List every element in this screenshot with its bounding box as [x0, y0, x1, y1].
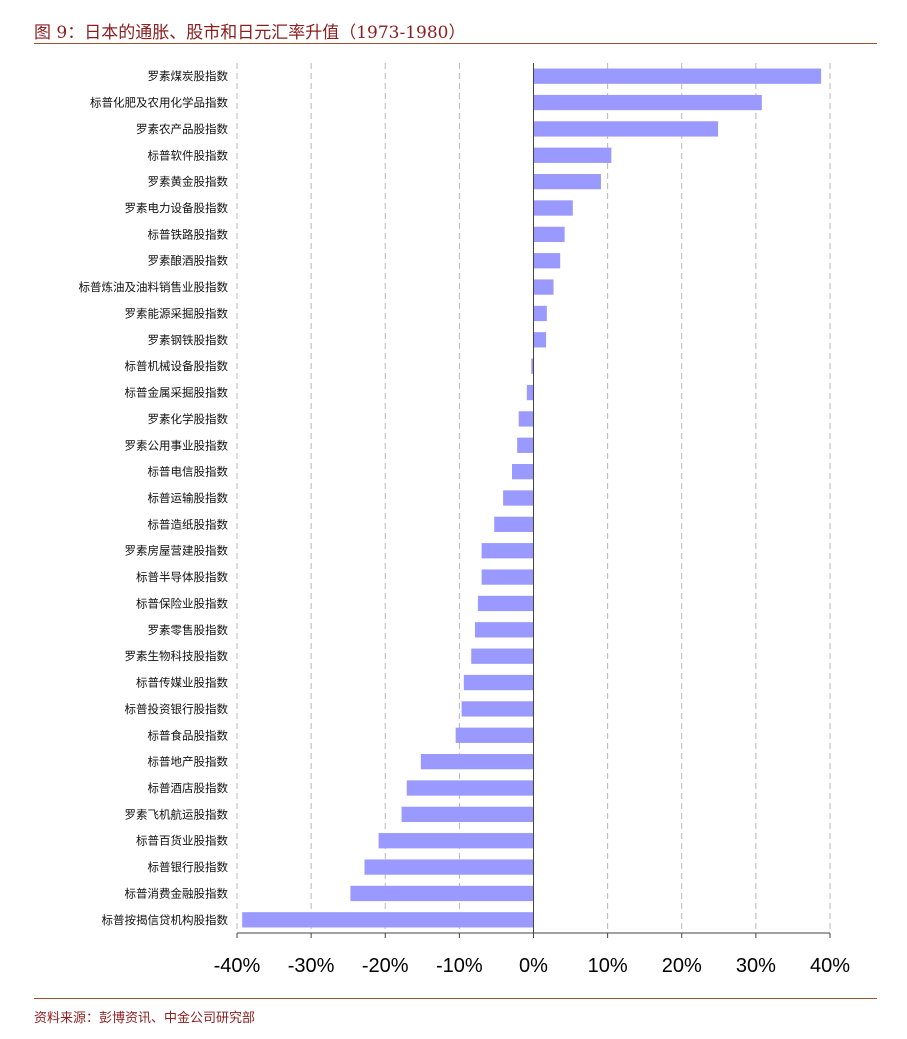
bar [461, 701, 534, 717]
bar-chart: 罗素煤炭股指数标普化肥及农用化学品指数罗素农产品股指数标普软件股指数罗素黄金股指… [79, 63, 851, 977]
bar [533, 305, 547, 322]
category-label: 标普炼油及油料销售业股指数 [79, 280, 229, 294]
bar [533, 173, 601, 190]
bar [533, 200, 573, 216]
gridlines [236, 63, 831, 933]
bar [364, 859, 534, 875]
bar [477, 595, 534, 612]
category-label: 标普电信股指数 [148, 465, 229, 479]
bar [455, 727, 534, 743]
bar [512, 463, 534, 480]
category-label: 罗素农产品股指数 [136, 122, 228, 136]
category-label: 标普百货业股指数 [136, 834, 228, 848]
x-tick-label: 10% [588, 955, 628, 977]
bar [533, 279, 554, 295]
bar [533, 332, 547, 348]
category-label: 标普酒店股指数 [148, 781, 229, 795]
bar [494, 516, 534, 533]
bar [401, 806, 534, 823]
bar [533, 121, 719, 137]
figure-title: 图 9：日本的通胀、股市和日元汇率升值（1973-1980） [34, 23, 466, 43]
category-label: 标普造纸股指数 [148, 517, 229, 531]
x-tick-label: 40% [810, 955, 850, 977]
category-label: 标普食品股指数 [148, 728, 229, 742]
category-label: 罗素能源采掘股指数 [125, 306, 229, 320]
source-note: 资料来源：彭博资讯、中金公司研究部 [34, 1011, 256, 1026]
bar [533, 253, 561, 269]
bar [533, 94, 762, 111]
category-label: 罗素房屋营建股指数 [125, 544, 229, 558]
category-label: 罗素公用事业股指数 [125, 438, 229, 452]
category-label: 罗素黄金股指数 [148, 175, 229, 189]
category-label: 标普运输股指数 [148, 491, 229, 505]
category-label: 罗素飞机航运股指数 [125, 807, 229, 821]
x-tick-label: -10% [436, 955, 483, 977]
bar [533, 68, 822, 84]
category-label: 标普地产股指数 [148, 755, 229, 769]
bar [518, 411, 534, 427]
bar [463, 674, 534, 691]
bar [503, 490, 534, 506]
bar [481, 569, 534, 585]
bar [526, 384, 534, 401]
x-tick-label: -40% [214, 955, 261, 977]
bar [474, 622, 534, 638]
category-label: 罗素钢铁股指数 [148, 333, 229, 347]
category-label: 标普保险业股指数 [136, 596, 228, 610]
bar [350, 885, 534, 902]
category-label: 罗素电力设备股指数 [125, 201, 229, 215]
category-label: 标普机械设备股指数 [125, 359, 229, 373]
category-label: 标普半导体股指数 [136, 570, 228, 584]
category-label: 标普传媒业股指数 [136, 676, 228, 690]
category-label: 标普投资银行股指数 [125, 702, 229, 716]
category-label: 标普消费金融股指数 [125, 886, 229, 900]
bar [517, 437, 534, 453]
category-label: 标普化肥及农用化学品指数 [90, 96, 228, 110]
x-tick-label: -20% [362, 955, 409, 977]
category-label: 罗素化学股指数 [148, 412, 229, 426]
x-axis [236, 63, 831, 938]
category-label: 标普银行股指数 [148, 860, 229, 874]
category-label: 罗素酿酒股指数 [148, 254, 229, 268]
bar [420, 753, 534, 770]
bar [242, 912, 534, 928]
bar [378, 833, 534, 849]
x-tick-labels: -40% -30% -20% -10% 0% 10% 20% 30% 40% [214, 955, 851, 977]
category-label: 标普金属采掘股指数 [125, 386, 229, 400]
bar [481, 543, 534, 559]
bar [531, 358, 534, 374]
x-tick-label: 30% [736, 955, 776, 977]
category-labels: 罗素煤炭股指数标普化肥及农用化学品指数罗素农产品股指数标普软件股指数罗素黄金股指… [79, 69, 229, 927]
x-tick-label: 20% [662, 955, 702, 977]
bar [533, 147, 612, 163]
bars [242, 68, 822, 928]
bar [406, 780, 534, 796]
x-tick-label: -30% [288, 955, 335, 977]
category-label: 标普铁路股指数 [148, 227, 229, 241]
bar [471, 648, 534, 664]
title-divider [34, 43, 877, 44]
category-label: 标普软件股指数 [148, 148, 229, 162]
bar [533, 226, 565, 243]
category-label: 罗素生物科技股指数 [125, 649, 229, 663]
x-tick-label: 0% [519, 955, 548, 977]
category-label: 标普按揭信贷机构股指数 [102, 913, 229, 927]
category-label: 罗素零售股指数 [148, 623, 229, 637]
category-label: 罗素煤炭股指数 [148, 69, 229, 83]
footer-divider [34, 998, 877, 999]
